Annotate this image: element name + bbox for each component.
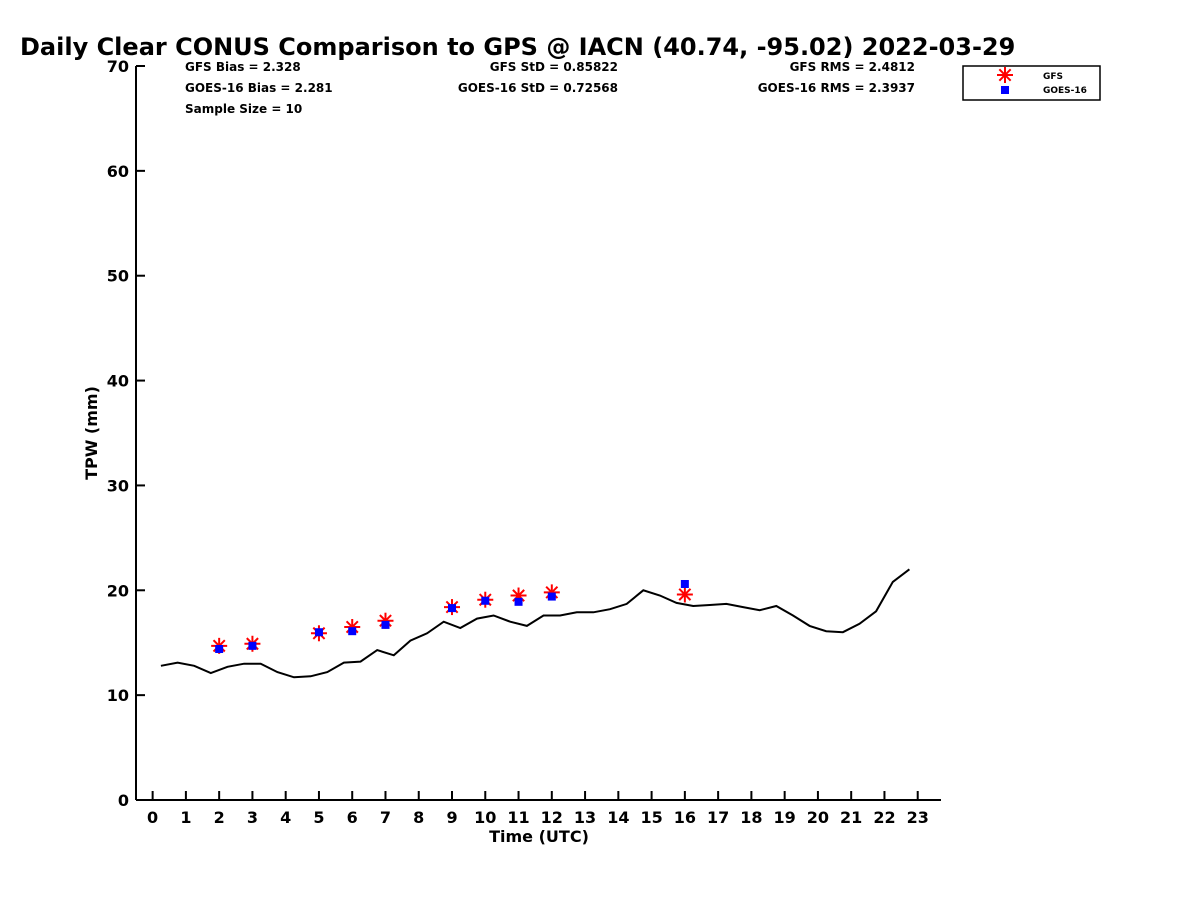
- x-tick-label: 7: [380, 808, 391, 827]
- y-tick-label: 70: [107, 57, 129, 76]
- y-tick-label: 10: [107, 686, 129, 705]
- x-tick-label: 4: [280, 808, 291, 827]
- legend-gfs-label: GFS: [1043, 72, 1063, 82]
- x-tick-label: 3: [247, 808, 258, 827]
- x-tick-label: 19: [774, 808, 796, 827]
- y-tick-label: 30: [107, 476, 129, 495]
- legend-gfs-asterisk: [997, 67, 1013, 83]
- goes-point: [547, 592, 556, 601]
- x-tick-label: 1: [180, 808, 191, 827]
- goes-point: [448, 604, 457, 613]
- x-tick-label: 13: [574, 808, 596, 827]
- x-tick-label: 15: [640, 808, 662, 827]
- legend-box: [962, 65, 1101, 101]
- x-tick-label: 17: [707, 808, 729, 827]
- goes-point: [348, 627, 357, 636]
- x-tick-label: 20: [807, 808, 829, 827]
- x-tick-label: 5: [313, 808, 324, 827]
- x-tick-label: 14: [607, 808, 629, 827]
- goes-point: [248, 641, 257, 650]
- goes-series: [215, 579, 689, 654]
- y-tick-label: 50: [107, 267, 129, 286]
- y-tick-label: 0: [118, 791, 129, 810]
- gps-series: [160, 568, 911, 679]
- y-tick-label: 20: [107, 581, 129, 600]
- x-tick-label: 21: [840, 808, 862, 827]
- gfs-rms-stat: GFS RMS = 2.4812: [790, 60, 915, 74]
- y-tick-label: 60: [107, 162, 129, 181]
- goes-point: [381, 620, 390, 629]
- x-tick-label: 2: [214, 808, 225, 827]
- x-tick-label: 9: [446, 808, 457, 827]
- x-tick-label: 23: [907, 808, 929, 827]
- x-tick-label: 11: [507, 808, 529, 827]
- gfs-bias-stat: GFS Bias = 2.328: [185, 60, 301, 74]
- chart-title: Daily Clear CONUS Comparison to GPS @ IA…: [20, 33, 1015, 61]
- goes-point: [680, 579, 689, 588]
- goes-point: [215, 645, 224, 654]
- x-tick-label: 10: [474, 808, 496, 827]
- goes-point: [514, 597, 523, 606]
- goes-point: [481, 596, 490, 605]
- legend: GFS GOES-16: [962, 65, 1101, 101]
- legend-gfs-marker: [997, 67, 1013, 83]
- legend-goes-label: GOES-16: [1043, 86, 1087, 96]
- gps-line: [160, 568, 911, 679]
- gfs-point: [676, 586, 693, 603]
- x-tick-label: 12: [541, 808, 563, 827]
- x-tick-label: 18: [740, 808, 762, 827]
- gfs-std-stat: GFS StD = 0.85822: [490, 60, 618, 74]
- x-tick-label: 8: [413, 808, 424, 827]
- sample-size-stat: Sample Size = 10: [185, 102, 302, 116]
- x-tick-label: 22: [873, 808, 895, 827]
- goes-std-stat: GOES-16 StD = 0.72568: [458, 81, 618, 95]
- x-tick-label: 6: [347, 808, 358, 827]
- goes-bias-stat: GOES-16 Bias = 2.281: [185, 81, 333, 95]
- x-axis-label: Time (UTC): [489, 827, 589, 846]
- goes-rms-stat: GOES-16 RMS = 2.3937: [758, 81, 915, 95]
- x-tick-label: 16: [674, 808, 696, 827]
- y-tick-label: 40: [107, 372, 129, 391]
- goes-point: [314, 628, 323, 637]
- gfs-series: [211, 584, 693, 654]
- y-axis-label: TPW (mm): [82, 386, 101, 480]
- x-tick-label: 0: [147, 808, 158, 827]
- legend-goes-marker: [1001, 86, 1009, 94]
